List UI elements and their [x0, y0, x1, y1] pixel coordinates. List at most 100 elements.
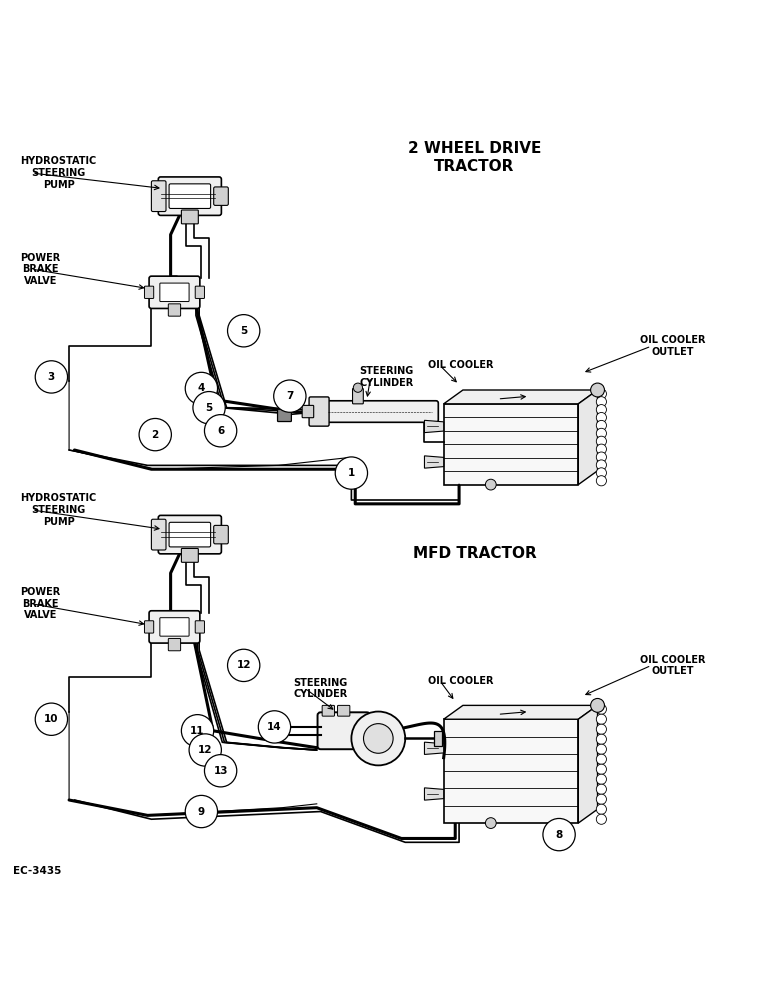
Circle shape [596, 724, 607, 734]
Polygon shape [425, 742, 444, 754]
Circle shape [596, 714, 607, 724]
Circle shape [189, 734, 222, 766]
Circle shape [351, 712, 405, 765]
FancyBboxPatch shape [144, 621, 154, 633]
FancyBboxPatch shape [149, 611, 200, 643]
Polygon shape [444, 404, 578, 485]
Circle shape [205, 415, 237, 447]
Text: POWER
BRAKE
VALVE: POWER BRAKE VALVE [21, 253, 61, 286]
Circle shape [205, 755, 237, 787]
Text: OIL COOLER
OUTLET: OIL COOLER OUTLET [640, 335, 706, 357]
Circle shape [486, 818, 496, 828]
Text: 5: 5 [205, 403, 213, 413]
Polygon shape [425, 420, 444, 433]
Circle shape [274, 380, 306, 412]
Circle shape [596, 420, 607, 431]
Circle shape [596, 468, 607, 478]
Text: 2: 2 [151, 430, 159, 440]
Circle shape [596, 389, 607, 399]
Circle shape [228, 315, 260, 347]
Text: 7: 7 [286, 391, 293, 401]
FancyBboxPatch shape [151, 181, 166, 212]
Circle shape [139, 418, 171, 451]
FancyBboxPatch shape [168, 638, 181, 651]
FancyBboxPatch shape [195, 621, 205, 633]
Text: 11: 11 [190, 726, 205, 736]
Polygon shape [425, 788, 444, 800]
Polygon shape [425, 456, 444, 468]
Circle shape [596, 734, 607, 744]
Text: 5: 5 [240, 326, 247, 336]
Circle shape [596, 405, 607, 415]
Circle shape [354, 383, 363, 392]
FancyBboxPatch shape [158, 177, 222, 215]
Circle shape [596, 397, 607, 407]
FancyBboxPatch shape [337, 705, 350, 716]
Circle shape [335, 457, 367, 489]
Polygon shape [444, 390, 598, 404]
FancyBboxPatch shape [278, 409, 291, 422]
FancyBboxPatch shape [169, 184, 211, 208]
Polygon shape [444, 719, 578, 823]
Circle shape [596, 764, 607, 774]
FancyBboxPatch shape [353, 388, 364, 404]
Polygon shape [276, 719, 280, 742]
Text: 8: 8 [555, 830, 563, 840]
Circle shape [596, 794, 607, 804]
Polygon shape [578, 705, 598, 823]
Text: OIL COOLER: OIL COOLER [428, 360, 494, 370]
FancyBboxPatch shape [158, 515, 222, 554]
FancyBboxPatch shape [195, 286, 205, 298]
Circle shape [596, 412, 607, 423]
Text: MFD TRACTOR: MFD TRACTOR [412, 546, 537, 561]
Circle shape [596, 452, 607, 462]
Circle shape [193, 392, 225, 424]
FancyBboxPatch shape [168, 304, 181, 316]
Circle shape [185, 795, 218, 828]
Circle shape [596, 774, 607, 784]
FancyBboxPatch shape [149, 276, 200, 308]
Text: 6: 6 [217, 426, 224, 436]
Text: 10: 10 [44, 714, 59, 724]
Circle shape [543, 818, 575, 851]
Circle shape [591, 698, 604, 712]
FancyBboxPatch shape [181, 548, 198, 562]
FancyBboxPatch shape [322, 401, 438, 422]
Text: 14: 14 [267, 722, 282, 732]
Circle shape [486, 479, 496, 490]
FancyBboxPatch shape [181, 210, 198, 224]
Circle shape [36, 703, 67, 735]
FancyBboxPatch shape [151, 519, 166, 550]
FancyBboxPatch shape [345, 466, 362, 481]
Polygon shape [444, 705, 598, 719]
Text: STEERING
CYLINDER: STEERING CYLINDER [359, 366, 413, 388]
Circle shape [364, 724, 393, 753]
Text: 12: 12 [198, 745, 212, 755]
Text: STEERING
CYLINDER: STEERING CYLINDER [293, 678, 348, 699]
Circle shape [596, 476, 607, 486]
Circle shape [185, 372, 218, 405]
Text: 9: 9 [198, 807, 205, 817]
Text: OIL COOLER: OIL COOLER [428, 676, 494, 686]
Text: 12: 12 [236, 660, 251, 670]
Circle shape [596, 804, 607, 814]
FancyBboxPatch shape [144, 286, 154, 298]
Polygon shape [578, 390, 598, 485]
Circle shape [36, 361, 67, 393]
FancyBboxPatch shape [322, 705, 334, 716]
FancyBboxPatch shape [169, 522, 211, 547]
Circle shape [596, 704, 607, 714]
Text: EC-3435: EC-3435 [13, 866, 61, 876]
FancyBboxPatch shape [214, 525, 229, 544]
FancyBboxPatch shape [160, 618, 189, 636]
Circle shape [596, 460, 607, 470]
FancyBboxPatch shape [214, 187, 229, 205]
Circle shape [259, 711, 290, 743]
Circle shape [596, 444, 607, 454]
Text: 3: 3 [48, 372, 55, 382]
Circle shape [181, 715, 214, 747]
Circle shape [596, 784, 607, 794]
FancyBboxPatch shape [302, 405, 313, 418]
Text: POWER
BRAKE
VALVE: POWER BRAKE VALVE [21, 587, 61, 620]
Circle shape [591, 383, 604, 397]
